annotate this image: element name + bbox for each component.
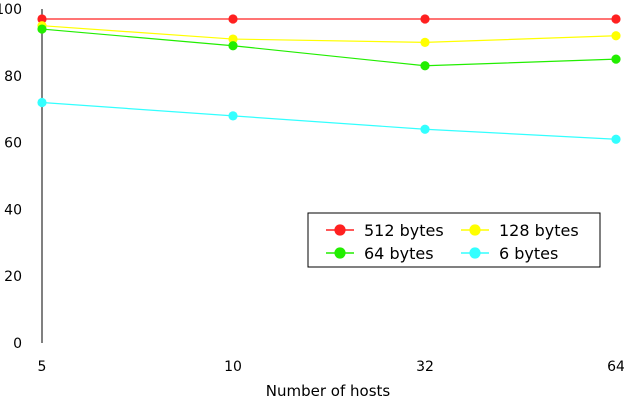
legend-label: 6 bytes: [499, 244, 558, 263]
data-point: [611, 14, 621, 24]
legend: 512 bytes 128 bytes 64 bytes 6 bytes: [307, 212, 601, 268]
y-tick-label: 0: [13, 336, 22, 352]
legend-marker: [469, 224, 481, 236]
series-lines: [41, 18, 617, 140]
legend-label: 512 bytes: [364, 221, 444, 240]
y-tick-label: 40: [4, 202, 22, 218]
x-tick-label: 10: [224, 359, 242, 375]
y-tick-label: 60: [4, 136, 22, 152]
data-point: [611, 31, 621, 41]
x-tick-label: 32: [416, 359, 434, 375]
series-line: [41, 25, 617, 44]
legend-marker: [334, 247, 346, 259]
data-point: [420, 61, 430, 71]
x-tick-label: 5: [38, 359, 47, 375]
legend-label: 64 bytes: [364, 244, 434, 263]
legend-marker: [469, 247, 481, 259]
data-point: [37, 24, 47, 34]
legend-marker: [334, 224, 346, 236]
data-point: [37, 14, 47, 24]
series-line: [41, 28, 617, 67]
data-point: [420, 14, 430, 24]
y-tick-label: 80: [4, 69, 22, 85]
data-point: [420, 37, 430, 48]
data-point: [228, 34, 238, 44]
y-tick-label: 100: [0, 2, 22, 18]
x-axis-title: Number of hosts: [266, 382, 391, 400]
x-tick-label: 64: [607, 359, 624, 375]
data-point: [611, 134, 621, 144]
legend-box: [307, 212, 601, 268]
legend-label: 128 bytes: [499, 221, 579, 240]
x-tick-labels: 5 10 32 64: [38, 359, 624, 375]
series-points: [37, 14, 621, 144]
data-point: [611, 54, 621, 64]
data-point: [420, 124, 430, 134]
data-point: [228, 111, 238, 121]
y-tick-label: 20: [4, 269, 22, 285]
y-tick-labels: 0 20 40 60 80 100: [0, 2, 22, 352]
data-point: [37, 97, 47, 108]
data-point: [228, 41, 238, 51]
series-line: [41, 101, 617, 140]
data-point: [228, 14, 238, 24]
